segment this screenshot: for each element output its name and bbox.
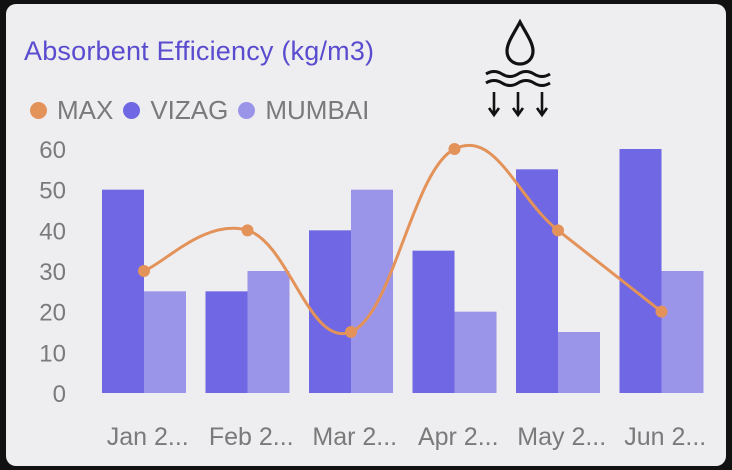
y-tick-label: 0 <box>53 381 66 408</box>
bar-vizag <box>412 250 455 393</box>
x-tick-label: Mar 2... <box>312 423 397 451</box>
water-absorption-icon <box>485 18 551 118</box>
legend-marker-vizag <box>123 102 141 119</box>
bar-mumbai <box>247 271 290 393</box>
bar-vizag <box>102 189 144 393</box>
bar-vizag <box>205 291 248 393</box>
point-max <box>138 265 150 277</box>
x-tick-label: Feb 2... <box>209 423 294 451</box>
bar-vizag <box>516 169 558 393</box>
bar-mumbai <box>454 311 497 393</box>
y-tick-label: 20 <box>39 300 66 327</box>
bar-mumbai <box>351 189 393 393</box>
x-tick-label: Apr 2... <box>418 423 499 451</box>
legend: MAX VIZAG MUMBAI <box>30 95 379 126</box>
point-max <box>448 143 461 155</box>
legend-item-vizag[interactable]: VIZAG <box>123 95 228 126</box>
x-tick-label: Jan 2... <box>107 423 189 451</box>
legend-marker-max <box>30 102 47 119</box>
legend-marker-mumbai <box>238 102 256 119</box>
y-tick-label: 40 <box>39 218 66 245</box>
bar-vizag <box>309 230 351 393</box>
legend-item-max[interactable]: MAX <box>30 95 113 126</box>
legend-label-mumbai: MUMBAI <box>265 95 370 125</box>
point-max <box>552 224 564 237</box>
y-tick-label: 60 <box>39 137 66 164</box>
y-tick-label: 50 <box>39 178 66 205</box>
legend-label-max: MAX <box>57 95 114 125</box>
bar-vizag <box>619 149 662 393</box>
legend-item-mumbai[interactable]: MUMBAI <box>238 95 369 126</box>
x-tick-label: Jun 2... <box>624 423 706 451</box>
bar-mumbai <box>558 332 600 393</box>
bar-mumbai <box>661 271 704 393</box>
x-tick-label: May 2... <box>517 423 606 451</box>
bar-mumbai <box>144 291 186 393</box>
legend-label-vizag: VIZAG <box>150 95 229 125</box>
y-tick-label: 10 <box>39 340 66 367</box>
point-max <box>655 305 668 318</box>
point-max <box>241 224 254 237</box>
y-tick-label: 30 <box>39 259 66 286</box>
point-max <box>345 326 357 338</box>
chart-title: Absorbent Efficiency (kg/m3) <box>24 36 375 66</box>
